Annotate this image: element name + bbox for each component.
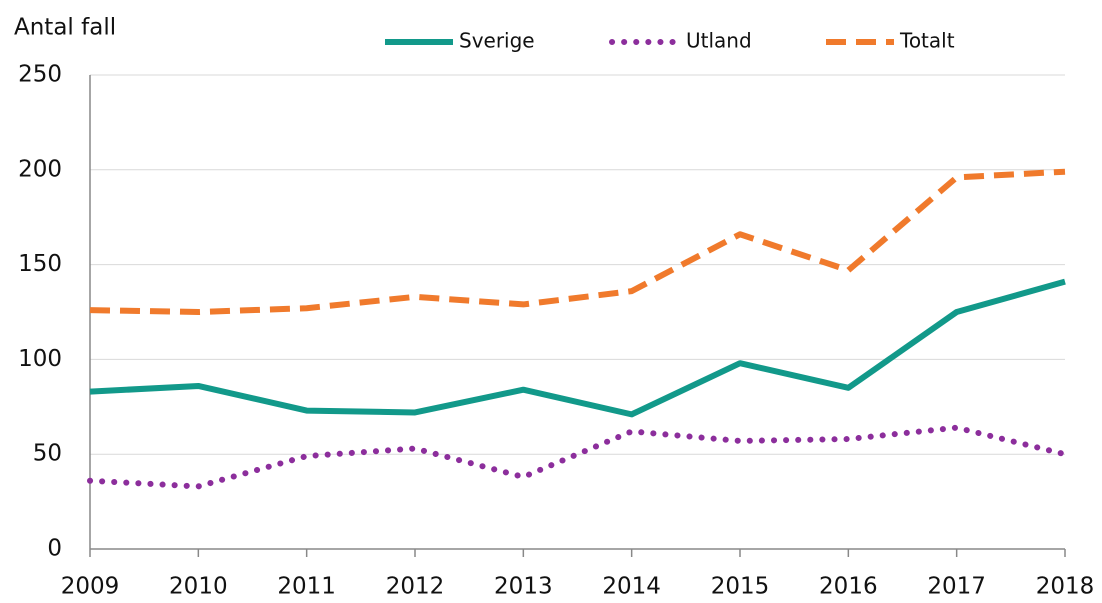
legend-label: Totalt <box>899 29 955 53</box>
y-tick-label: 50 <box>33 441 62 467</box>
x-tick-label: 2009 <box>61 574 120 600</box>
x-tick-label: 2011 <box>277 574 336 600</box>
legend-label: Sverige <box>459 29 535 53</box>
x-tick-label: 2010 <box>169 574 228 600</box>
x-tick-label: 2018 <box>1036 574 1095 600</box>
x-tick-label: 2017 <box>927 574 986 600</box>
y-tick-label: 200 <box>18 156 62 182</box>
series-line <box>87 424 1068 490</box>
y-tick-label: 150 <box>18 251 62 277</box>
y-axis-label: Antal fall <box>14 15 116 41</box>
y-tick-label: 100 <box>18 346 62 372</box>
x-tick-label: 2012 <box>386 574 445 600</box>
y-tick-label: 0 <box>47 536 62 562</box>
x-tick-label: 2013 <box>494 574 553 600</box>
legend-label: Utland <box>686 29 752 53</box>
series-line <box>89 278 1066 418</box>
x-tick-label: 2014 <box>602 574 661 600</box>
x-tick-label: 2015 <box>711 574 770 600</box>
series-line <box>89 168 1066 315</box>
x-tick-label: 2016 <box>819 574 878 600</box>
y-tick-label: 250 <box>18 62 62 88</box>
